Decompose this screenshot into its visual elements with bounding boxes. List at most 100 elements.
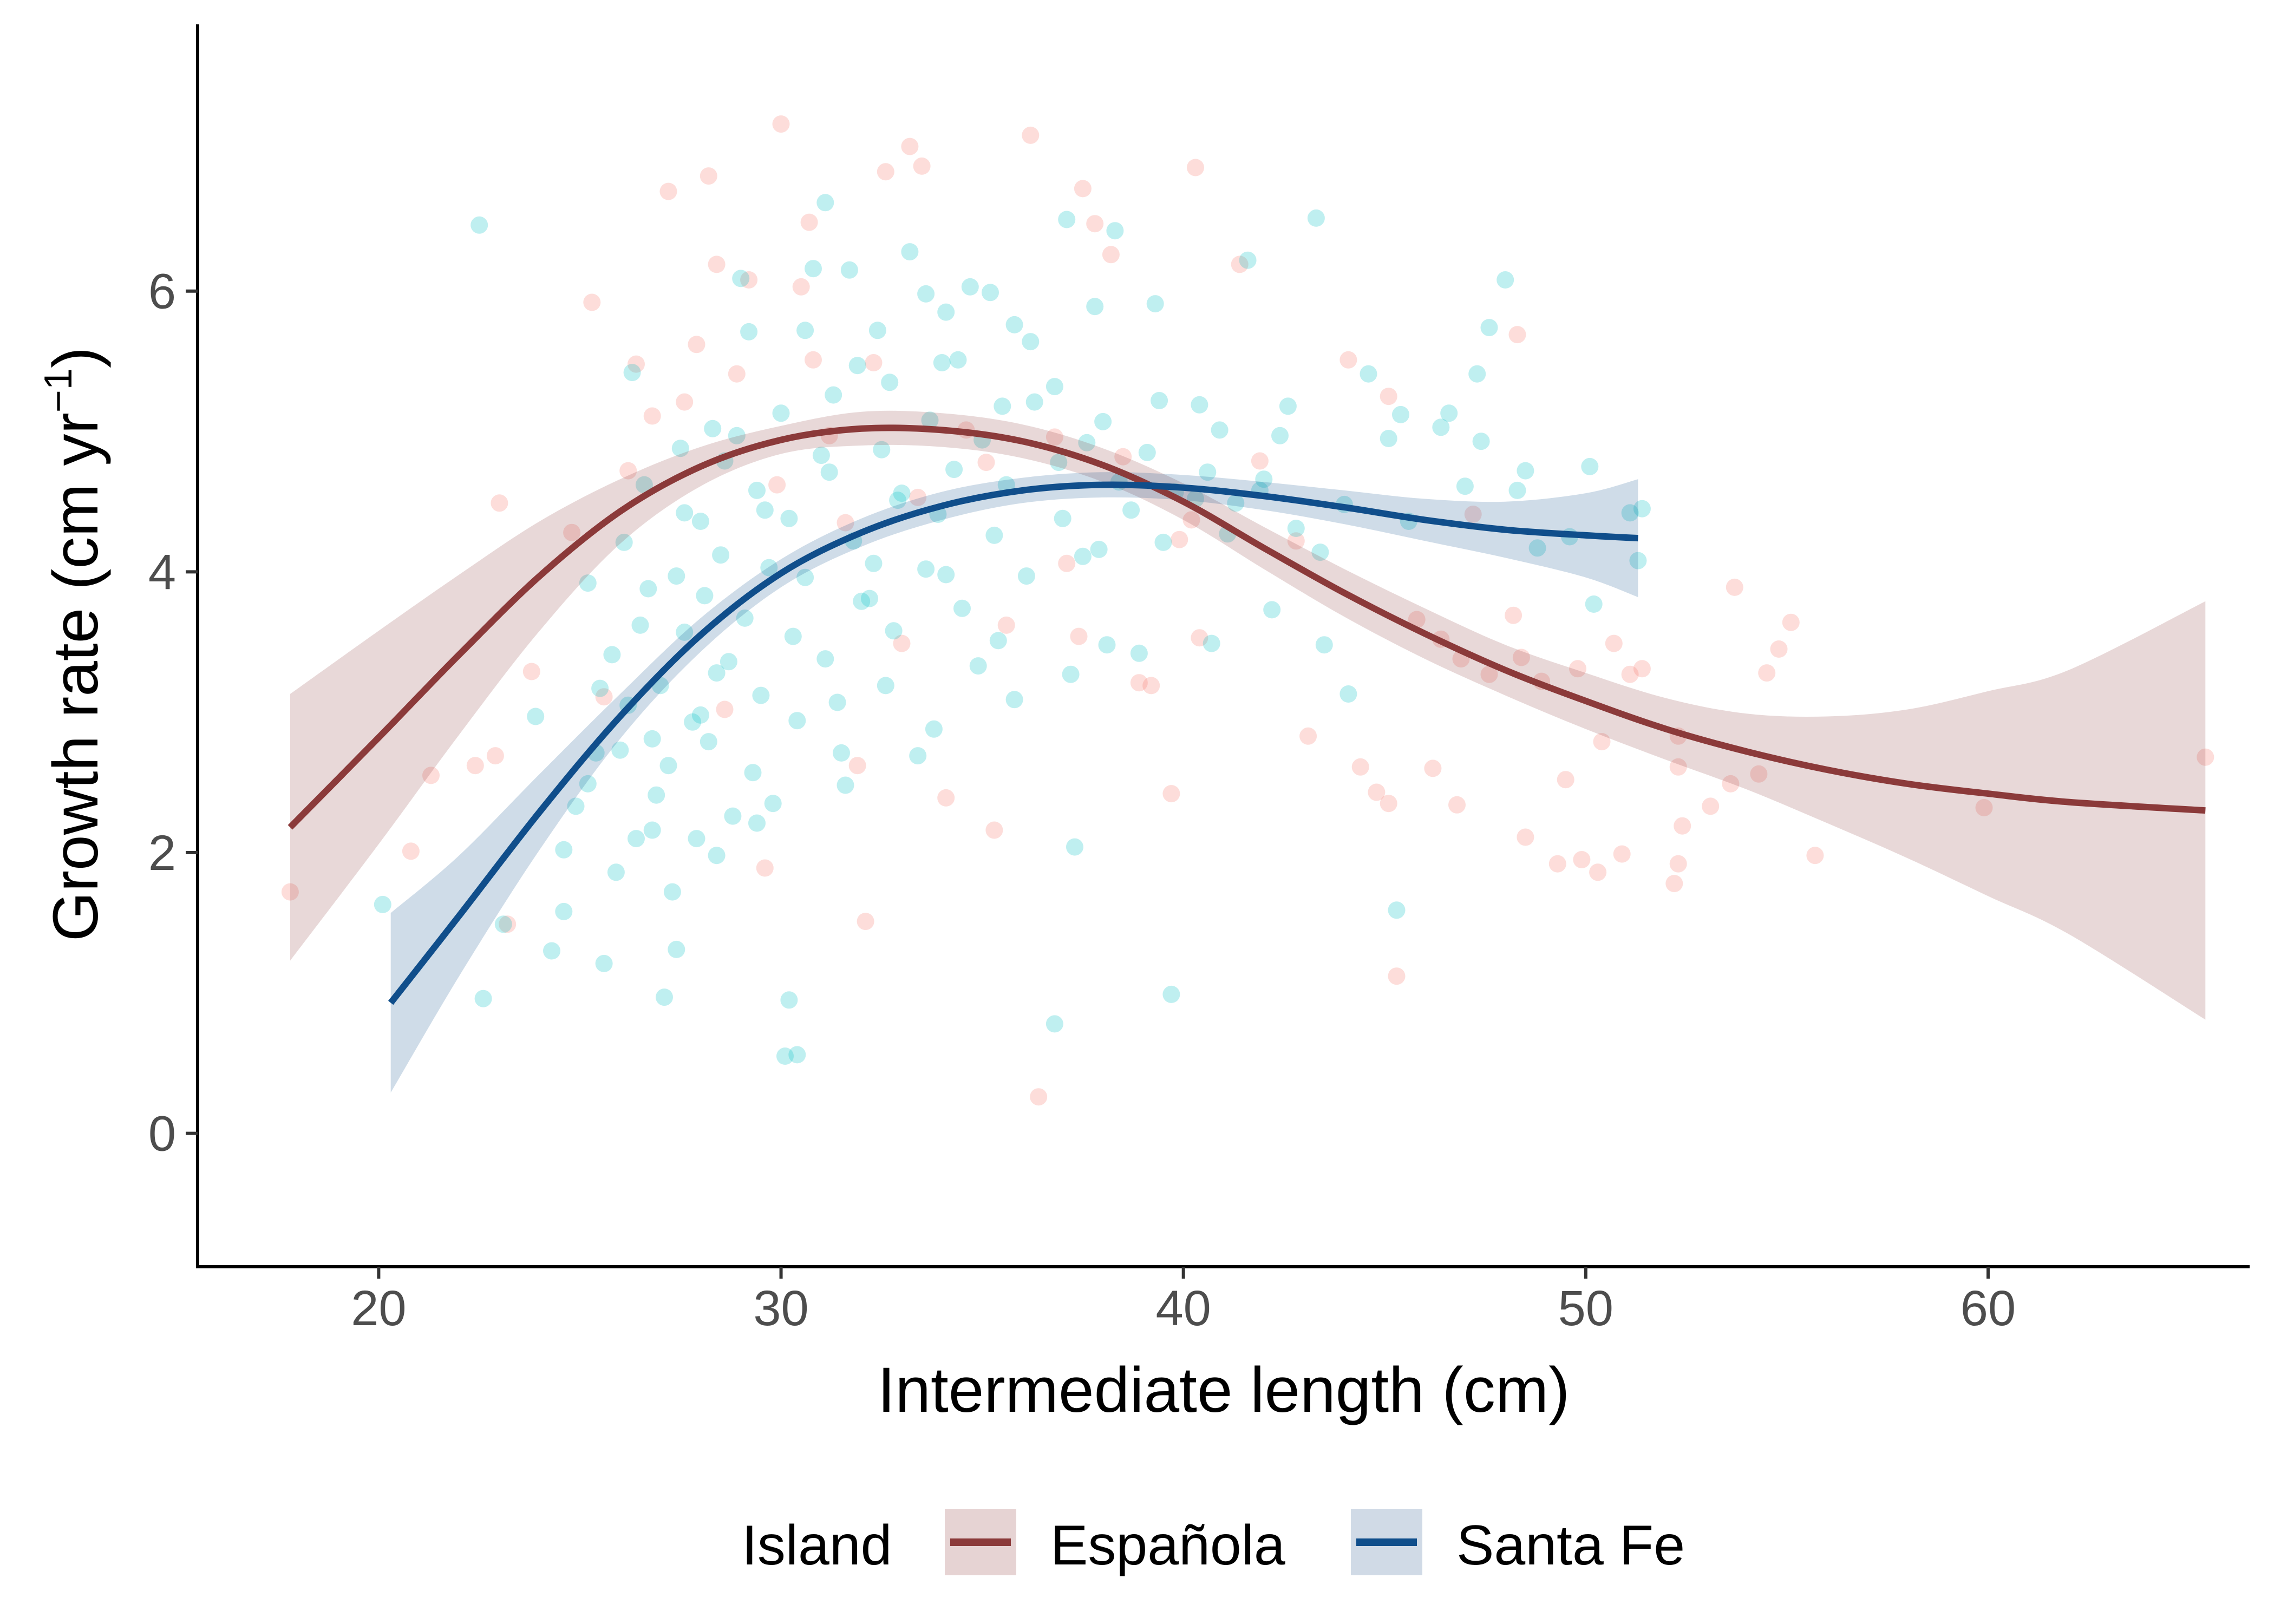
point-santa-fe — [1017, 567, 1035, 585]
point-santa-fe — [591, 679, 609, 697]
point-espanola — [805, 351, 822, 369]
fit-line-santa-fe — [388, 481, 1638, 1005]
point-santa-fe — [837, 776, 854, 794]
point-santa-fe — [812, 447, 830, 464]
point-santa-fe — [1151, 392, 1168, 409]
point-santa-fe — [527, 708, 545, 725]
point-santa-fe — [1239, 251, 1257, 269]
point-santa-fe — [1050, 454, 1068, 472]
point-espanola — [800, 213, 818, 231]
point-santa-fe — [1480, 319, 1498, 337]
point-santa-fe — [688, 830, 705, 848]
point-santa-fe — [708, 847, 726, 865]
point-santa-fe — [865, 554, 883, 572]
point-santa-fe — [877, 677, 894, 695]
point-santa-fe — [772, 404, 790, 422]
point-espanola — [997, 616, 1015, 634]
x-tick-label: 50 — [1558, 1281, 1613, 1336]
point-santa-fe — [873, 441, 891, 459]
point-santa-fe — [893, 484, 911, 502]
point-santa-fe — [603, 646, 621, 664]
point-espanola — [1782, 613, 1800, 631]
point-santa-fe — [474, 990, 492, 1007]
point-espanola — [628, 355, 645, 373]
ribbon-espanola — [290, 410, 2206, 1020]
point-santa-fe — [639, 580, 657, 598]
point-espanola — [1569, 660, 1586, 678]
y-tick-label: 0 — [148, 1106, 176, 1162]
legend-title: Island — [742, 1514, 892, 1577]
point-santa-fe — [969, 657, 987, 675]
point-espanola — [643, 407, 661, 425]
x-ticks: 20 30 40 50 60 — [351, 1267, 2016, 1336]
point-santa-fe — [917, 560, 935, 578]
axes: 20 30 40 50 60 0 2 4 6 — [148, 24, 2250, 1336]
point-espanola — [659, 182, 677, 200]
point-espanola — [1722, 775, 1740, 793]
point-espanola — [2197, 748, 2214, 766]
point-santa-fe — [788, 712, 806, 730]
point-espanola — [1299, 727, 1317, 745]
point-espanola — [402, 842, 420, 860]
point-espanola — [1621, 665, 1639, 683]
plot-area — [281, 115, 2214, 1106]
point-santa-fe — [1585, 595, 1603, 613]
y-axis-title: Growth rate (cm yr−1) — [37, 347, 112, 941]
point-espanola — [1674, 817, 1691, 835]
point-espanola — [1102, 246, 1120, 264]
point-santa-fe — [691, 513, 709, 530]
point-santa-fe — [784, 627, 802, 645]
point-espanola — [700, 167, 717, 185]
point-santa-fe — [728, 427, 746, 444]
point-santa-fe — [1621, 504, 1639, 522]
point-santa-fe — [744, 764, 762, 782]
point-espanola — [1058, 554, 1076, 572]
point-santa-fe — [732, 270, 750, 287]
point-santa-fe — [949, 351, 967, 369]
point-espanola — [1368, 783, 1386, 801]
y-tick-label: 6 — [148, 264, 176, 319]
point-santa-fe — [816, 650, 834, 668]
point-santa-fe — [1199, 463, 1217, 481]
point-santa-fe — [796, 322, 814, 339]
point-santa-fe — [764, 795, 782, 813]
point-espanola — [522, 663, 540, 680]
point-espanola — [768, 476, 786, 494]
point-espanola — [708, 256, 726, 273]
point-santa-fe — [628, 830, 645, 848]
point-santa-fe — [945, 461, 963, 479]
point-espanola — [716, 700, 734, 718]
point-espanola — [281, 883, 299, 901]
point-espanola — [1517, 828, 1534, 846]
point-santa-fe — [1392, 405, 1409, 423]
point-santa-fe — [1287, 520, 1305, 537]
point-espanola — [499, 915, 517, 933]
point-santa-fe — [1508, 481, 1526, 499]
point-espanola — [1388, 967, 1406, 985]
point-santa-fe — [748, 481, 766, 499]
point-espanola — [1074, 180, 1092, 198]
point-santa-fe — [1122, 501, 1140, 519]
point-santa-fe — [1311, 543, 1329, 561]
point-espanola — [1022, 126, 1040, 144]
point-espanola — [1557, 771, 1574, 789]
point-santa-fe — [1528, 539, 1546, 557]
x-axis-title: Intermediate length (cm) — [878, 1354, 1570, 1426]
point-santa-fe — [696, 587, 714, 605]
point-santa-fe — [1025, 393, 1043, 411]
point-santa-fe — [848, 357, 866, 375]
point-santa-fe — [861, 590, 878, 607]
point-santa-fe — [780, 991, 798, 1009]
point-santa-fe — [788, 1046, 806, 1064]
point-santa-fe — [933, 354, 951, 371]
point-espanola — [848, 757, 866, 775]
point-espanola — [1130, 674, 1148, 692]
point-espanola — [877, 163, 894, 181]
point-santa-fe — [691, 706, 709, 724]
point-espanola — [1408, 611, 1426, 628]
point-espanola — [1030, 1088, 1048, 1106]
point-santa-fe — [1098, 636, 1116, 654]
point-santa-fe — [736, 609, 754, 627]
point-espanola — [1975, 799, 1993, 816]
point-santa-fe — [989, 632, 1007, 650]
